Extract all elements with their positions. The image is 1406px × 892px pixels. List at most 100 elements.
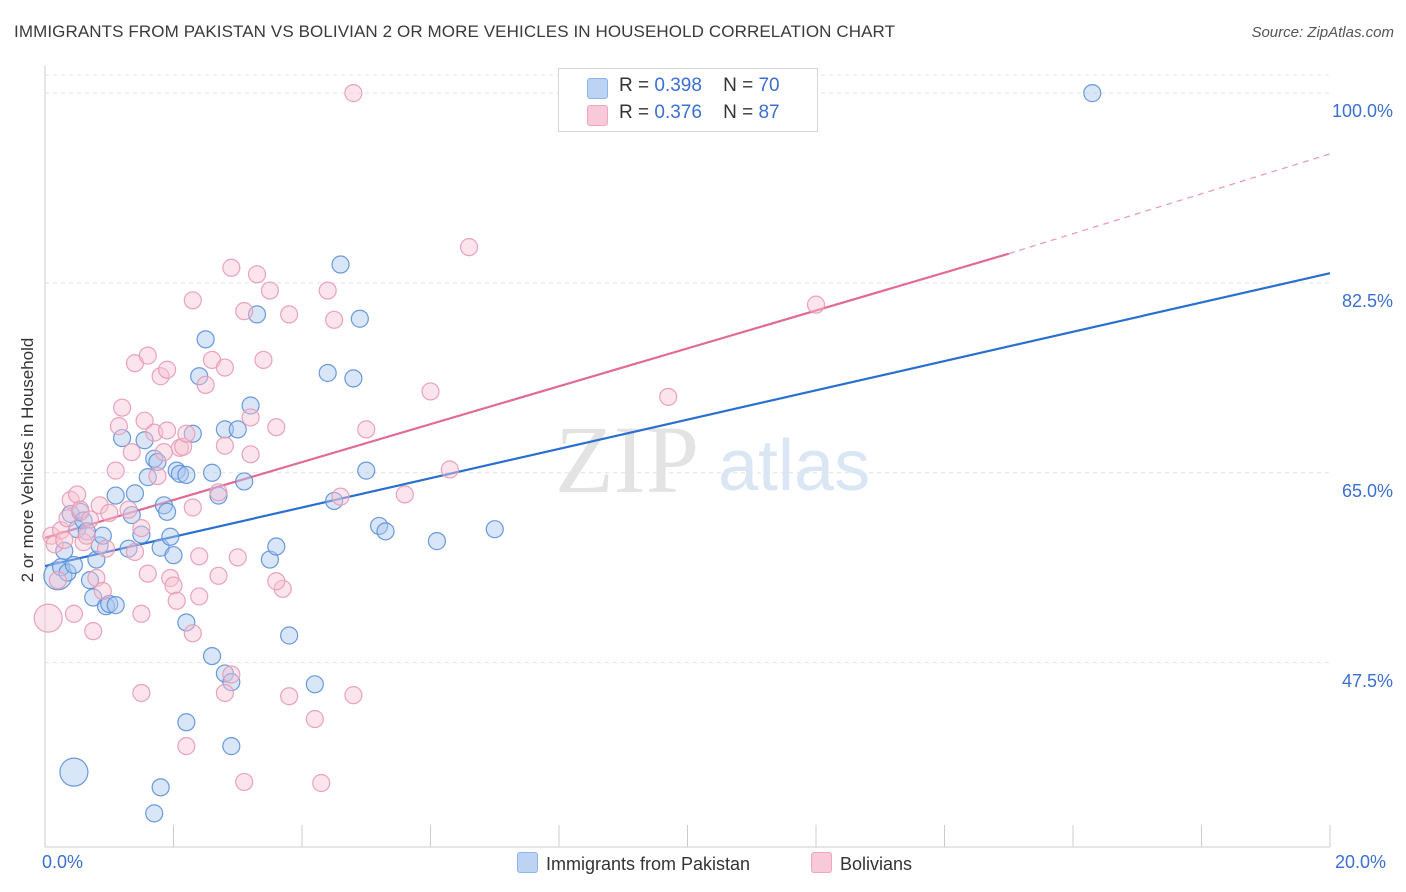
point-bolivians [344, 686, 363, 705]
point-pakistan [427, 532, 447, 551]
point-bolivians [267, 418, 286, 437]
point-bolivians [55, 530, 74, 550]
point-bolivians [96, 539, 116, 558]
point-bolivians [132, 518, 151, 538]
point-pakistan [280, 626, 299, 645]
point-pakistan [357, 461, 376, 480]
y-tick-label: 100.0% [1331, 101, 1393, 122]
point-bolivians [247, 265, 267, 284]
legend-swatch-pakistan [587, 78, 608, 99]
point-bolivians [33, 603, 63, 633]
point-pakistan [235, 472, 254, 491]
point-bolivians [90, 496, 109, 515]
point-pakistan [74, 511, 93, 530]
point-bolivians [84, 622, 103, 641]
y-tick-label: 82.5% [1341, 290, 1393, 311]
point-bolivians [183, 291, 202, 310]
point-bolivians [177, 737, 196, 756]
point-pakistan [106, 596, 125, 615]
point-pakistan [151, 778, 170, 797]
point-bolivians [122, 443, 141, 462]
legend-r-label: R = [619, 102, 650, 123]
point-pakistan [331, 255, 350, 274]
point-bolivians [312, 773, 331, 793]
point-pakistan [145, 449, 164, 468]
point-bolivians [157, 421, 177, 440]
point-pakistan [344, 369, 363, 388]
point-pakistan [267, 537, 286, 556]
point-bolivians [806, 295, 826, 314]
trend-line-extension [1008, 153, 1331, 255]
point-pakistan [376, 522, 395, 541]
point-pakistan [202, 646, 222, 666]
point-bolivians [109, 417, 128, 436]
point-pakistan [138, 468, 157, 487]
point-bolivians [395, 485, 414, 504]
y-axis-label: 2 or more Vehicles in Household [18, 337, 37, 583]
point-bolivians [125, 542, 145, 562]
point-pakistan [177, 465, 196, 485]
point-bolivians [77, 526, 96, 545]
point-pakistan [145, 804, 164, 823]
point-bolivians [119, 500, 138, 519]
point-bolivians [459, 238, 479, 257]
point-bolivians [132, 604, 151, 623]
point-pakistan [350, 309, 369, 328]
point-bolivians [93, 581, 112, 601]
point-pakistan [177, 713, 196, 732]
point-pakistan [112, 428, 132, 448]
point-pakistan [58, 563, 77, 582]
point-bolivians [215, 436, 234, 455]
point-bolivians [241, 408, 260, 427]
point-bolivians [138, 564, 157, 583]
y-tick-label: 47.5% [1341, 670, 1393, 691]
trend-line [44, 252, 1010, 539]
point-pakistan [132, 525, 151, 544]
watermark-atlas: atlas [718, 426, 870, 506]
point-bolivians [167, 591, 186, 610]
point-pakistan [196, 330, 215, 349]
point-pakistan [43, 561, 73, 591]
grid-lines [45, 74, 1330, 664]
point-bolivians [222, 258, 241, 277]
point-bolivians [148, 466, 167, 486]
point-pakistan [202, 463, 222, 482]
legend-r-label: R = [619, 75, 650, 96]
point-bolivians [68, 485, 87, 504]
point-pakistan [177, 613, 196, 632]
legend-n-value: 70 [758, 75, 780, 96]
x-tick-right: 20.0% [1335, 852, 1387, 872]
point-bolivians [235, 772, 254, 792]
point-pakistan [170, 464, 190, 483]
point-bolivians [215, 358, 234, 377]
y-tick-label: 65.0% [1341, 480, 1393, 501]
point-bolivians [318, 281, 337, 300]
point-bolivians [421, 382, 440, 401]
source-label: Source: ZipAtlas.com [1251, 24, 1394, 41]
point-bolivians [325, 310, 344, 329]
point-pakistan [84, 588, 103, 607]
point-bolivians [440, 460, 459, 479]
point-bolivians [138, 346, 157, 365]
point-bolivians [71, 500, 90, 519]
legend-swatch-bolivians [587, 105, 608, 126]
point-pakistan [183, 424, 202, 443]
point-bolivians [267, 572, 286, 591]
point-pakistan [135, 431, 154, 450]
bottom-legend-label-pakistan: Immigrants from Pakistan [546, 854, 751, 874]
point-pakistan [55, 541, 74, 560]
point-bolivians [106, 461, 125, 480]
point-pakistan [125, 484, 145, 503]
point-bolivians [260, 281, 279, 300]
legend-n-label: N = [723, 102, 754, 123]
point-bolivians [280, 687, 299, 706]
point-bolivians [659, 387, 678, 406]
bottom-legend-pakistan: Immigrants from Pakistan [517, 852, 750, 875]
point-bolivians [196, 375, 215, 395]
trend-lines [44, 153, 1331, 568]
point-bolivians [154, 443, 173, 462]
point-bolivians [215, 683, 234, 703]
point-pakistan [122, 505, 141, 525]
bottom-legend-label-bolivians: Bolivians [840, 854, 913, 874]
